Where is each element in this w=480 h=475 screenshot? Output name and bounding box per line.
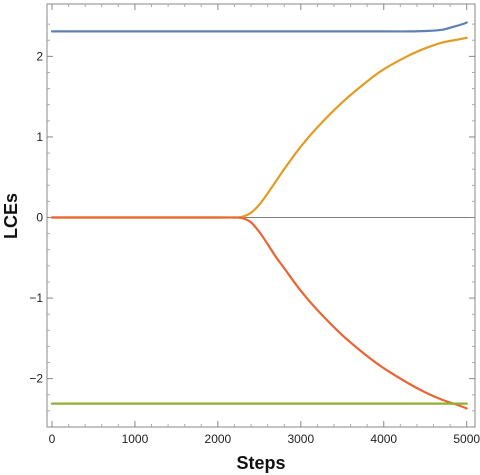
y-tick-label: 1 [36,130,43,144]
x-tick-label: 2000 [205,432,232,446]
x-tick-label: 3000 [287,432,314,446]
x-tick-label: 1000 [122,432,149,446]
plot-area: 0 1000 2000 3000 4000 5000 −2 −1 0 1 2 [29,3,480,446]
y-tick-label: 2 [36,49,43,63]
y-axis-label: LCEs [1,193,21,239]
y-tick-label: 0 [36,211,43,225]
plot-frame [46,3,476,428]
series-line-3 [50,216,468,410]
x-axis-label: Steps [236,453,285,473]
x-tick-label: 5000 [453,432,480,446]
x-tick-label: 0 [49,432,56,446]
series-line-1 [50,21,468,33]
x-tick-label: 4000 [370,432,397,446]
y-tick-label: −1 [29,291,43,305]
y-tick-label: −2 [29,372,43,386]
